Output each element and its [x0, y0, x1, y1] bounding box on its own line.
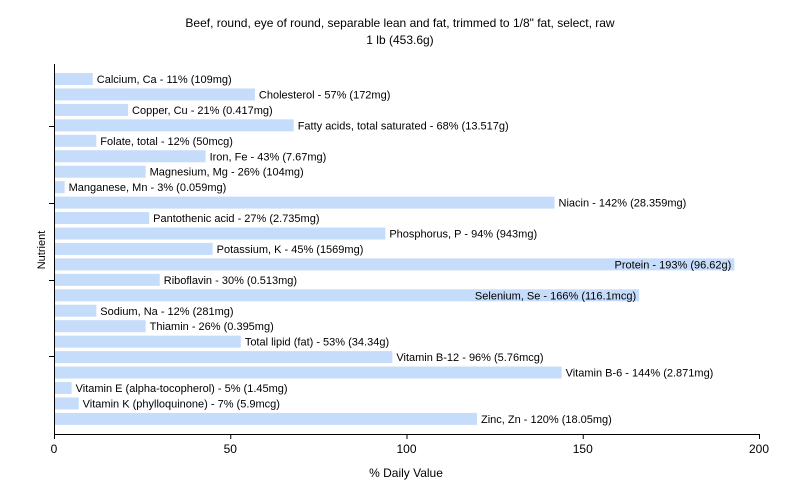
bar-data-label: Magnesium, Mg - 26% (104mg) [150, 167, 304, 179]
x-axis-label: % Daily Value [369, 466, 443, 480]
bar [55, 134, 97, 147]
bar [55, 242, 213, 255]
bar-data-label: Phosphorus, P - 94% (943mg) [389, 229, 537, 241]
bar-data-label: Thiamin - 26% (0.395mg) [150, 321, 274, 333]
bar [55, 304, 97, 317]
x-tick-label: 0 [51, 442, 58, 456]
bar [55, 119, 294, 132]
bar [55, 382, 72, 394]
bar-data-label: Vitamin K (phylloquinone) - 7% (5.9mcg) [83, 398, 280, 410]
bar [55, 397, 79, 410]
bar-data-label: Cholesterol - 57% (172mg) [259, 89, 390, 101]
bar [55, 165, 146, 178]
bar [55, 227, 386, 240]
bar [55, 212, 150, 225]
bar-data-label: Vitamin B-6 - 144% (2.871mg) [566, 368, 714, 380]
bar [55, 412, 477, 425]
x-axis-ticks: 0 50 100 150 200 [51, 434, 769, 456]
bar-data-label: Total lipid (fat) - 53% (34.34g) [245, 337, 389, 349]
bar-data-label: Sodium, Na - 12% (281mg) [100, 306, 233, 318]
chart-title: Beef, round, eye of round, separable lea… [185, 16, 615, 30]
bar [55, 366, 562, 379]
bar-data-label: Zinc, Zn - 120% (18.05mg) [481, 414, 612, 426]
x-tick-label: 100 [396, 442, 416, 456]
bar [55, 103, 129, 116]
bar [55, 196, 555, 209]
x-tick-label: 50 [224, 442, 238, 456]
bar-data-label: Vitamin E (alpha-tocopherol) - 5% (1.45m… [76, 383, 288, 395]
bar [55, 273, 160, 286]
chart-subtitle: 1 lb (453.6g) [366, 33, 434, 47]
bar-data-label: Pantothenic acid - 27% (2.735mg) [153, 213, 319, 225]
x-tick-label: 150 [573, 442, 593, 456]
bar-data-label: Copper, Cu - 21% (0.417mg) [132, 105, 273, 117]
bar-data-label: Potassium, K - 45% (1569mg) [217, 244, 364, 256]
bar-data-label: Fatty acids, total saturated - 68% (13.5… [298, 120, 509, 132]
bar-data-label: Manganese, Mn - 3% (0.059mg) [69, 182, 227, 194]
bar-data-label: Niacin - 142% (28.359mg) [559, 198, 687, 210]
bar [55, 289, 640, 302]
bar [55, 258, 735, 271]
bar [55, 73, 93, 85]
bar-data-label: Riboflavin - 30% (0.513mg) [164, 275, 297, 287]
bar [55, 351, 393, 364]
bars-group [55, 73, 735, 425]
bar-data-label: Iron, Fe - 43% (7.67mg) [210, 151, 327, 163]
x-tick-label: 200 [749, 442, 769, 456]
bar [55, 320, 146, 333]
bar-data-label: Calcium, Ca - 11% (109mg) [97, 74, 232, 86]
bar [55, 181, 65, 194]
bar-data-label: Folate, total - 12% (50mcg) [100, 136, 233, 148]
bar-data-label: Selenium, Se - 166% (116.1mcg) [475, 290, 636, 302]
bar [55, 335, 241, 348]
bar [55, 88, 255, 101]
y-axis-label: Nutrient [36, 231, 48, 270]
bar [55, 150, 206, 163]
y-axis-ticks [49, 126, 54, 357]
bar-labels-group: Calcium, Ca - 11% (109mg) Cholesterol - 5… [69, 74, 732, 426]
bar-data-label: Protein - 193% (96.62g) [615, 259, 732, 271]
bar-data-label: Vitamin B-12 - 96% (5.76mcg) [396, 352, 543, 364]
